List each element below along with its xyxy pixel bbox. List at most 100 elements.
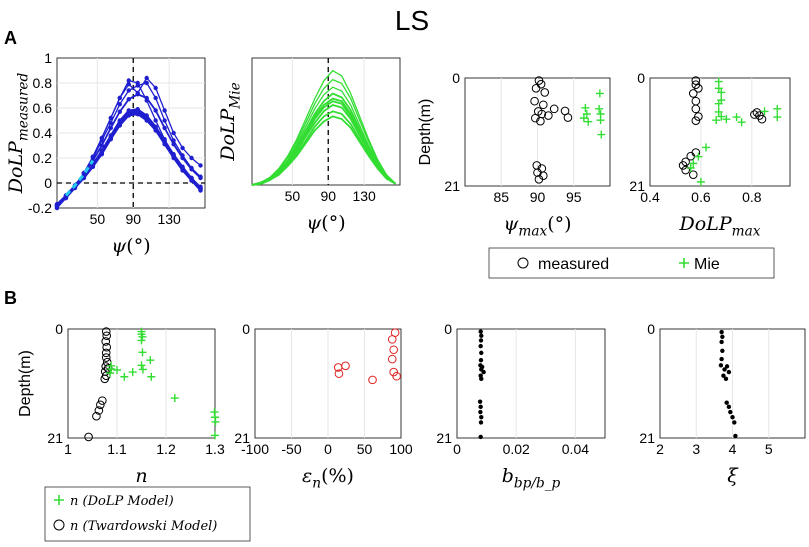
chart-b1-frame <box>67 328 216 439</box>
chart-b3-point-dot <box>481 369 486 375</box>
chart-a4-point-plus <box>717 88 726 97</box>
chart-a4-xtick-label: 0.4 <box>640 189 660 205</box>
chart-b1-xtick-label: 1.3 <box>205 441 225 457</box>
chart-b2-point-circle <box>333 363 343 372</box>
chart-a3-point-circle <box>540 88 550 97</box>
chart-a1-point <box>135 92 140 97</box>
chart-b4-ytick-label: 21 <box>639 430 655 446</box>
legend-bottom: n (DoLP Model) n (Twardowski Model) <box>44 486 251 542</box>
chart-b1-point-plus <box>138 332 147 341</box>
chart-a3-point-plus <box>579 114 588 123</box>
chart-a4-point-circle <box>681 165 690 175</box>
chart-b1: 1 1.1 1.2 1.3 0 21 n Depth(m) <box>17 321 225 487</box>
chart-a4-point-plus <box>732 113 741 122</box>
chart-a4-point-plus <box>714 84 723 93</box>
chart-a3-point-plus <box>584 117 593 126</box>
chart-a4-point-plus <box>714 77 723 86</box>
chart-a1-ytick-label: 1 <box>44 50 52 66</box>
chart-a1-point <box>180 155 185 161</box>
chart-b2-point-circle <box>387 335 397 344</box>
chart-b4-point-dot <box>726 369 732 375</box>
chart-a2-ylabel-main: DoLP <box>217 107 239 161</box>
chart-b3-point-dot <box>478 404 483 410</box>
chart-a1-point <box>126 82 131 87</box>
chart-a1: 50 90 130 -0.2 0 0.2 0.4 0.6 0.8 1 ψ(°) DoLPmeasure… <box>5 50 206 257</box>
chart-a4-xtick-label: 0.8 <box>742 189 762 205</box>
chart-b4-point-dot <box>730 415 735 420</box>
chart-a4-point-circle <box>678 161 688 170</box>
chart-b4-point-dot <box>723 376 729 382</box>
chart-a2-xlabel: ψ(°) <box>306 212 345 234</box>
chart-a1-ytick-label: 0.8 <box>33 75 53 91</box>
chart-b3-point-dot <box>478 357 484 363</box>
chart-a4-point-circle <box>694 83 703 93</box>
chart-a1-point <box>180 145 185 151</box>
chart-a1-point <box>117 102 122 107</box>
chart-b1-point-circle <box>102 342 112 352</box>
chart-a3-xlabel-unit: (°) <box>547 213 571 235</box>
legend-mie-marker <box>679 258 689 268</box>
chart-a4-point-plus <box>712 116 721 125</box>
figure-title: LS <box>395 5 429 36</box>
chart-a2: 50 90 130 ψ(°) DoLPMie <box>217 57 401 234</box>
chart-b4-point-dot <box>719 356 724 362</box>
chart-a2-ylabel: DoLPMie <box>217 82 243 162</box>
chart-a2-xlabel-unit: (°) <box>321 212 345 234</box>
chart-a1-ytick-label: 0.4 <box>33 125 53 141</box>
chart-a1-point <box>117 95 122 101</box>
chart-a3: 85 90 95 0 21 ψmax(°) Depth(m) <box>417 70 611 239</box>
legend-twardowski-marker <box>53 519 65 531</box>
chart-a3-point-circle <box>534 175 544 184</box>
chart-a1-point <box>126 88 131 93</box>
chart-b1-point-circle <box>101 327 111 336</box>
chart-b3-point-dot <box>477 399 483 404</box>
chart-b1-point-circle <box>102 331 112 341</box>
chart-b3-point-dot <box>479 333 484 338</box>
chart-a1-point <box>99 143 105 148</box>
chart-b2-xtick-label: 100 <box>389 441 413 457</box>
chart-b1-point-plus <box>211 431 219 440</box>
chart-a1-point <box>117 109 122 114</box>
chart-a4-xlabel: DoLPmax <box>679 213 761 239</box>
chart-a3-ytick-label: 0 <box>452 70 460 86</box>
chart-b4-point-dot <box>732 420 737 425</box>
chart-b1-point-circle <box>100 374 110 384</box>
chart-a4-point-circle <box>757 114 767 124</box>
chart-b2-point-circle <box>387 354 397 364</box>
chart-a1-ylabel-sub: measured <box>15 73 31 142</box>
legend-mie-label: Mie <box>694 256 720 273</box>
chart-b3-ytick-label: 21 <box>436 430 452 446</box>
chart-a2-xtick-label: 130 <box>352 188 376 204</box>
chart-b4-point-dot <box>718 363 724 368</box>
chart-a1-xlabel-unit: (°) <box>126 235 150 257</box>
chart-b1-point-plus <box>147 372 156 381</box>
legend-measured-label: measured <box>538 256 609 273</box>
chart-b3-ytick-label: 0 <box>444 321 452 337</box>
chart-b1-ytick-label: 21 <box>47 430 63 446</box>
chart-b1-point-plus <box>211 417 220 426</box>
chart-b1-point-plus <box>106 369 115 378</box>
chart-a3-point-circle <box>544 111 553 120</box>
chart-a3-point-plus <box>595 89 604 98</box>
chart-a3-point-plus <box>581 103 590 112</box>
chart-a3-xtick-label: 85 <box>493 189 509 205</box>
legend-dolp-marker <box>54 495 64 505</box>
chart-b1-xtick-label: 1 <box>64 441 72 457</box>
chart-b3-xtick-label: 0.02 <box>503 441 530 457</box>
chart-b1-point-circle <box>101 353 111 362</box>
chart-a3-point-circle <box>536 79 546 89</box>
chart-b2-xtick-label: -100 <box>241 441 269 457</box>
legend-top: measured Mie <box>488 247 775 279</box>
chart-b2-xlabel-main: ε <box>302 465 312 487</box>
chart-a1-xtick-label: 50 <box>90 211 106 227</box>
chart-b2-ytick-label: 0 <box>242 321 250 337</box>
chart-b1-point-plus <box>120 372 129 381</box>
chart-b3-point-dot <box>478 329 483 334</box>
chart-a4-point-plus <box>773 104 782 113</box>
chart-a1-ytick-label: 0 <box>44 175 52 191</box>
chart-b4-point-dot <box>719 339 724 345</box>
chart-a1-point <box>108 115 114 121</box>
chart-a1-point <box>126 97 131 102</box>
chart-a2-series-m2 <box>251 78 396 186</box>
